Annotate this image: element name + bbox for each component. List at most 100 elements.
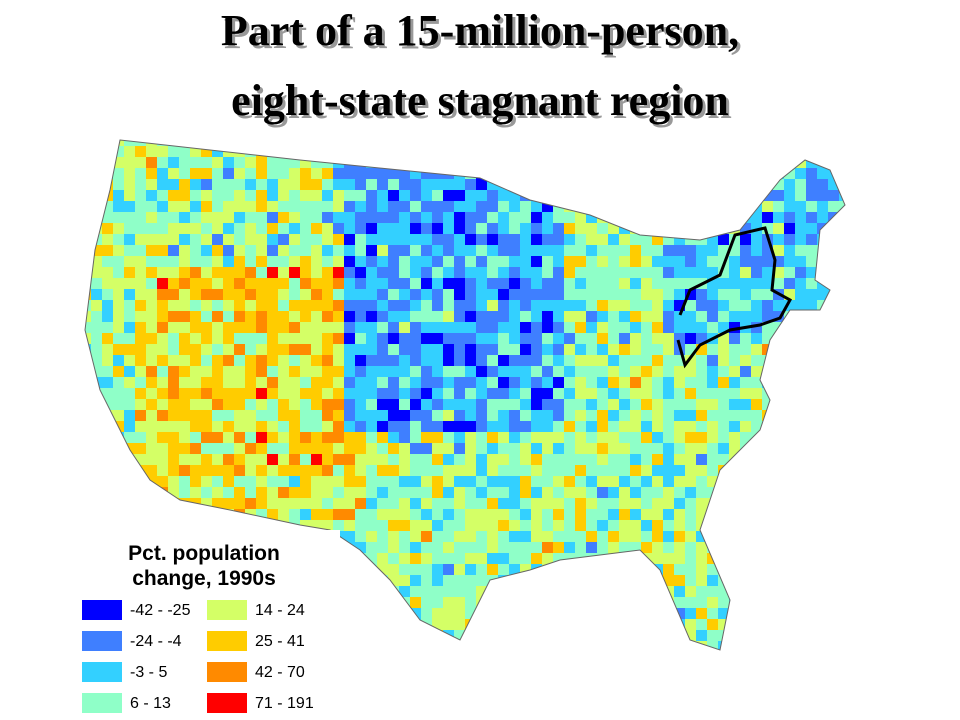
county-cell: [311, 157, 323, 169]
county-cell: [806, 366, 818, 378]
county-cell: [619, 333, 631, 345]
county-cell: [399, 564, 411, 576]
county-cell: [135, 179, 147, 191]
county-cell: [85, 377, 92, 389]
county-cell: [443, 564, 455, 576]
county-cell: [278, 344, 290, 356]
county-cell: [212, 421, 224, 433]
county-cell: [828, 212, 840, 224]
county-cell: [443, 498, 455, 510]
county-cell: [465, 289, 477, 301]
county-cell: [388, 652, 400, 664]
county-cell: [564, 344, 576, 356]
county-cell: [608, 157, 620, 169]
county-cell: [465, 223, 477, 235]
county-cell: [707, 245, 719, 257]
county-cell: [355, 498, 367, 510]
county-cell: [278, 212, 290, 224]
county-cell: [685, 564, 697, 576]
county-cell: [311, 443, 323, 455]
county-cell: [333, 399, 345, 411]
county-cell: [124, 190, 136, 202]
county-cell: [509, 344, 521, 356]
county-cell: [234, 190, 246, 202]
county-cell: [608, 223, 620, 235]
county-cell: [344, 564, 356, 576]
county-cell: [597, 465, 609, 477]
county-cell: [135, 256, 147, 268]
county-cell: [806, 201, 818, 213]
county-cell: [355, 619, 367, 631]
county-cell: [245, 267, 257, 279]
county-cell: [751, 586, 763, 598]
county-cell: [531, 300, 543, 312]
county-cell: [685, 619, 697, 631]
county-cell: [333, 377, 345, 389]
county-cell: [817, 619, 829, 631]
county-cell: [696, 311, 708, 323]
county-cell: [179, 267, 191, 279]
county-cell: [751, 344, 763, 356]
county-cell: [685, 300, 697, 312]
county-cell: [278, 355, 290, 367]
county-cell: [685, 322, 697, 334]
county-cell: [806, 487, 818, 499]
county-cell: [520, 355, 532, 367]
county-cell: [718, 641, 730, 650]
county-cell: [333, 190, 345, 202]
county-cell: [91, 454, 103, 466]
county-cell: [85, 311, 92, 323]
county-cell: [784, 575, 796, 587]
county-cell: [597, 542, 609, 554]
county-cell: [806, 234, 818, 246]
county-cell: [102, 311, 114, 323]
county-cell: [399, 388, 411, 400]
county-cell: [696, 597, 708, 609]
county-cell: [234, 212, 246, 224]
county-cell: [641, 553, 653, 565]
county-cell: [531, 190, 543, 202]
county-cell: [806, 245, 818, 257]
county-cell: [619, 553, 631, 565]
county-cell: [663, 619, 675, 631]
county-cell: [465, 256, 477, 268]
county-cell: [454, 575, 466, 587]
county-cell: [652, 443, 664, 455]
county-cell: [564, 454, 576, 466]
county-cell: [564, 498, 576, 510]
county-cell: [586, 366, 598, 378]
county-cell: [696, 454, 708, 466]
county-cell: [784, 498, 796, 510]
county-cell: [685, 168, 697, 180]
county-cell: [498, 465, 510, 477]
county-cell: [410, 597, 422, 609]
county-cell: [190, 388, 202, 400]
county-cell: [388, 487, 400, 499]
county-cell: [619, 608, 631, 620]
county-cell: [586, 520, 598, 532]
county-cell: [311, 267, 323, 279]
county-cell: [630, 311, 642, 323]
county-cell: [300, 443, 312, 455]
county-cell: [146, 322, 158, 334]
county-cell: [267, 201, 279, 213]
county-cell: [201, 355, 213, 367]
county-cell: [674, 410, 686, 422]
county-cell: [685, 509, 697, 521]
county-cell: [476, 344, 488, 356]
county-cell: [465, 245, 477, 257]
county-cell: [443, 146, 455, 158]
county-cell: [608, 234, 620, 246]
county-cell: [454, 256, 466, 268]
county-cell: [377, 487, 389, 499]
county-cell: [234, 300, 246, 312]
county-cell: [685, 289, 697, 301]
county-cell: [806, 652, 818, 664]
county-cell: [245, 157, 257, 169]
county-cell: [443, 140, 455, 147]
county-cell: [245, 432, 257, 444]
county-cell: [179, 157, 191, 169]
county-cell: [520, 311, 532, 323]
county-cell: [135, 509, 147, 521]
county-cell: [355, 322, 367, 334]
